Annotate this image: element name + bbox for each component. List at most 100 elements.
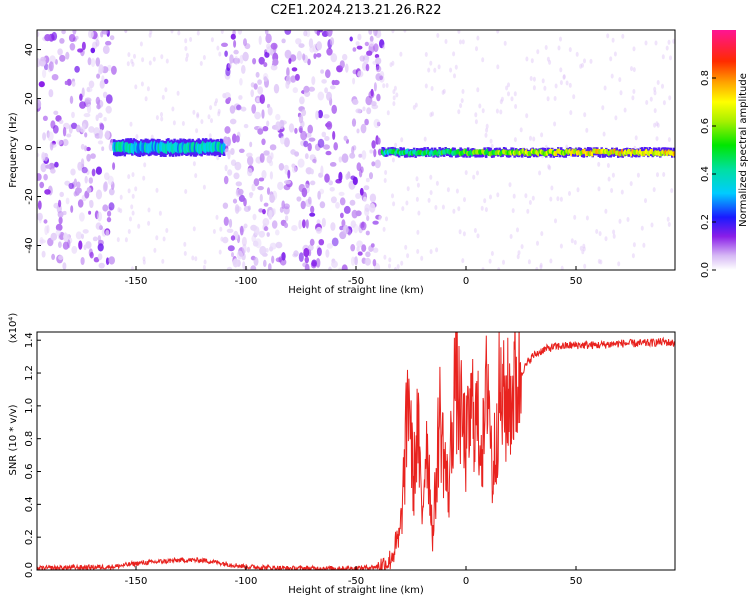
heatmap-cell <box>310 168 314 175</box>
heatmap-cell <box>161 94 165 100</box>
heatmap-cell <box>404 244 408 250</box>
heatmap-cell <box>459 103 463 109</box>
heatmap-cell <box>656 80 660 85</box>
heatmap-cell <box>442 88 446 94</box>
heatmap-cell <box>284 215 289 222</box>
heatmap-cell <box>525 56 529 62</box>
top-x-axis-label: Height of straight line (km) <box>288 285 424 296</box>
heatmap-cell <box>240 106 247 112</box>
heatmap-cell <box>338 171 343 182</box>
heatmap-cell <box>124 237 128 243</box>
heatmap-cell <box>79 93 83 101</box>
heatmap-cell <box>290 75 297 83</box>
heatmap-cell <box>192 109 196 115</box>
heatmap-cell <box>369 35 374 43</box>
heatmap-cell <box>618 77 622 83</box>
heatmap-cell <box>655 121 659 127</box>
heatmap-cell <box>304 263 310 270</box>
heatmap-cell <box>602 131 606 137</box>
heatmap-cell <box>252 213 257 221</box>
heatmap-cell <box>134 84 138 90</box>
heatmap-cell <box>254 111 261 120</box>
heatmap-cell <box>423 136 427 142</box>
heatmap-cell <box>200 119 204 125</box>
heatmap-cell <box>650 222 654 228</box>
heatmap-cell <box>391 30 395 34</box>
heatmap-cell <box>202 55 206 60</box>
heatmap-cell <box>233 172 240 180</box>
heatmap-cell <box>171 106 175 112</box>
heatmap-cell <box>195 128 199 134</box>
heatmap-cell <box>375 65 382 73</box>
heatmap-cell <box>371 161 376 167</box>
heatmap-cell <box>548 165 552 171</box>
heatmap-cell <box>632 67 636 73</box>
heatmap-cell <box>222 141 226 153</box>
heatmap-cell <box>259 94 265 104</box>
heatmap-cell <box>58 241 62 248</box>
heatmap-cell <box>219 226 223 232</box>
heatmap-cell <box>78 240 83 250</box>
heatmap-cell <box>265 248 269 253</box>
heatmap-cell <box>667 137 671 143</box>
heatmap-cell <box>480 205 484 211</box>
heatmap-cell <box>405 200 409 206</box>
heatmap-cell <box>324 173 330 183</box>
heatmap-cell <box>559 80 563 86</box>
heatmap-cell <box>107 175 114 186</box>
heatmap-cell <box>89 251 94 259</box>
heatmap-cell <box>263 62 268 68</box>
heatmap-cell <box>233 40 237 48</box>
y-tick-label: 0 <box>24 144 35 150</box>
heatmap-cell <box>164 87 168 93</box>
heatmap-cell <box>199 61 203 66</box>
heatmap-cell <box>388 263 391 269</box>
colorbar-tick-label: 0.0 <box>700 262 711 278</box>
heatmap-cell <box>666 216 670 222</box>
heatmap-cell <box>511 208 515 214</box>
heatmap-cell <box>59 38 65 44</box>
heatmap-cell <box>59 191 64 198</box>
heatmap-cell <box>261 109 265 119</box>
heatmap-cell <box>474 119 478 125</box>
heatmap-cell <box>458 229 462 235</box>
heatmap-cell <box>41 250 46 258</box>
heatmap-cell <box>497 267 501 270</box>
heatmap-cell <box>37 99 42 109</box>
heatmap-cell <box>429 249 433 255</box>
heatmap-cell <box>310 205 315 214</box>
heatmap-cell <box>194 256 198 262</box>
heatmap-cell <box>490 143 494 149</box>
heatmap-cell <box>333 142 339 151</box>
heatmap-cell <box>291 225 298 232</box>
heatmap-cell <box>263 226 269 232</box>
heatmap-cell <box>300 130 307 141</box>
heatmap-cell <box>631 95 635 101</box>
heatmap-cell <box>226 266 233 270</box>
heatmap-cell <box>112 162 116 171</box>
heatmap-cell <box>559 196 563 202</box>
heatmap-cell <box>231 252 234 258</box>
heatmap-cell <box>324 136 330 141</box>
heatmap-cell <box>359 55 365 62</box>
heatmap-cell <box>101 146 105 151</box>
heatmap-cell <box>59 54 66 62</box>
heatmap-cell <box>338 267 342 270</box>
heatmap-cell <box>496 192 500 198</box>
heatmap-cell <box>559 36 562 42</box>
heatmap-cell <box>40 56 47 62</box>
heatmap-cell <box>546 56 550 62</box>
heatmap-cell <box>62 241 69 250</box>
heatmap-cell <box>349 36 353 42</box>
heatmap-cell <box>496 64 500 70</box>
heatmap-cell <box>329 162 337 167</box>
heatmap-cell <box>532 85 536 91</box>
heatmap-cell <box>372 259 377 267</box>
heatmap-cell <box>269 160 274 167</box>
heatmap-cell <box>191 255 195 261</box>
heatmap-cell <box>77 161 83 171</box>
y-tick-label: 0.2 <box>24 529 35 545</box>
heatmap-cell <box>246 152 253 158</box>
heatmap-cell <box>130 58 134 64</box>
heatmap-cell <box>263 259 267 267</box>
